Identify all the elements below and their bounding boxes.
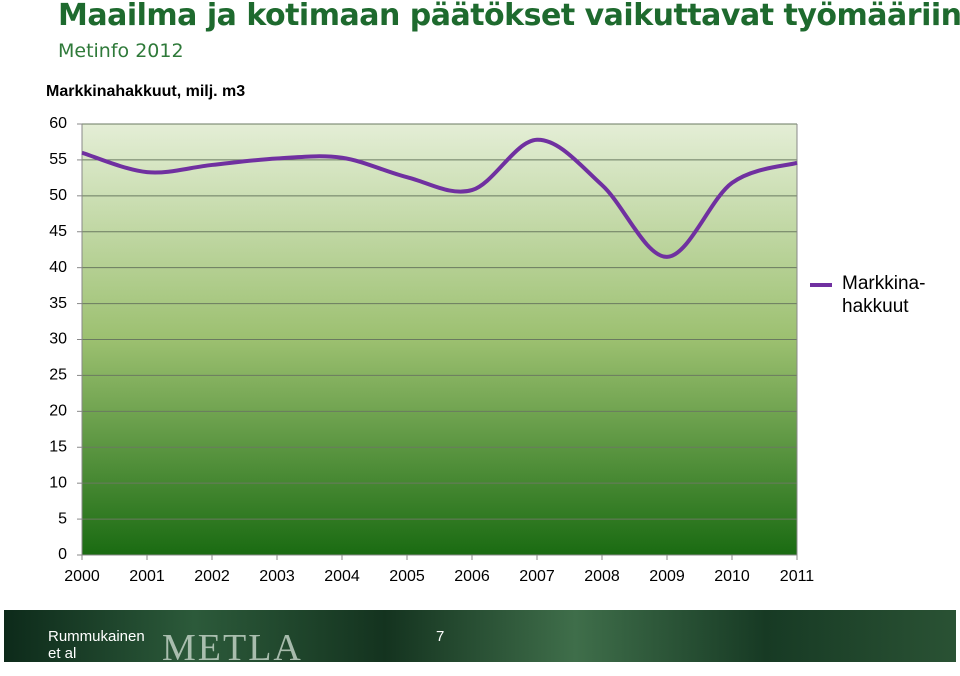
chart: Markkinahakkuut, milj. m3 0 5 10 15 20 25 30 35… [46,83,815,585]
legend-label: Markkina-hakkuut [842,273,926,317]
footer: Rummukainen et al METLA 7 [4,610,956,669]
x-tick-label: 2003 [259,568,295,585]
y-tick-label: 30 [49,331,67,348]
x-tick-label: 2011 [780,568,815,585]
x-tick-label: 2002 [194,568,230,585]
y-tick-label: 55 [49,151,67,168]
y-tick-label: 25 [49,367,67,384]
y-tick-label: 50 [49,187,67,204]
chart-title: Markkinahakkuut, milj. m3 [46,83,245,100]
x-tick-label: 2005 [389,568,425,585]
footer-author: Rummukainen et al [48,628,145,662]
y-tick-label: 40 [49,259,67,276]
x-tick-label: 2008 [584,568,620,585]
x-tick-label: 2004 [324,568,360,585]
y-tick-label: 35 [49,295,67,312]
slide-title: Maailma ja kotimaan päätökset vaikuttava… [58,0,960,33]
line-series [81,137,798,259]
x-tick-label: 2000 [64,568,100,585]
x-tick-label: 2009 [649,568,685,585]
x-tick-label: 2010 [714,568,750,585]
x-tick-label: 2007 [519,568,555,585]
slide-subtitle: Metinfo 2012 [58,40,184,62]
x-tick-label: 2006 [454,568,490,585]
y-tick-label: 10 [49,474,67,491]
y-tick-label: 0 [58,546,67,563]
y-tick-label: 15 [49,438,67,455]
legend: Markkina-hakkuut [810,272,942,318]
y-tick-label: 20 [49,403,67,420]
y-tick-label: 45 [49,223,67,240]
y-tick-label: 60 [49,115,67,132]
legend-swatch [810,283,832,287]
page-number: 7 [436,628,445,645]
logo: METLA [162,627,303,669]
x-tick-label: 2001 [129,568,165,585]
y-tick-label: 5 [58,510,67,527]
